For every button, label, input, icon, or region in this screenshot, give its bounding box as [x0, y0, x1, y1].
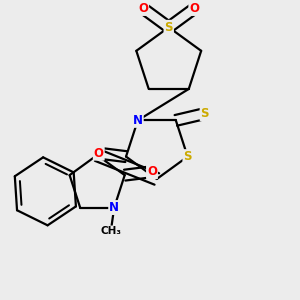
Text: O: O	[147, 165, 157, 178]
Text: O: O	[189, 2, 199, 15]
Text: N: N	[133, 114, 143, 127]
Text: CH₃: CH₃	[100, 226, 121, 236]
Text: S: S	[164, 21, 173, 34]
Text: O: O	[138, 2, 148, 15]
Text: N: N	[109, 201, 119, 214]
Text: O: O	[94, 147, 104, 160]
Text: S: S	[201, 107, 209, 120]
Text: S: S	[183, 150, 192, 163]
